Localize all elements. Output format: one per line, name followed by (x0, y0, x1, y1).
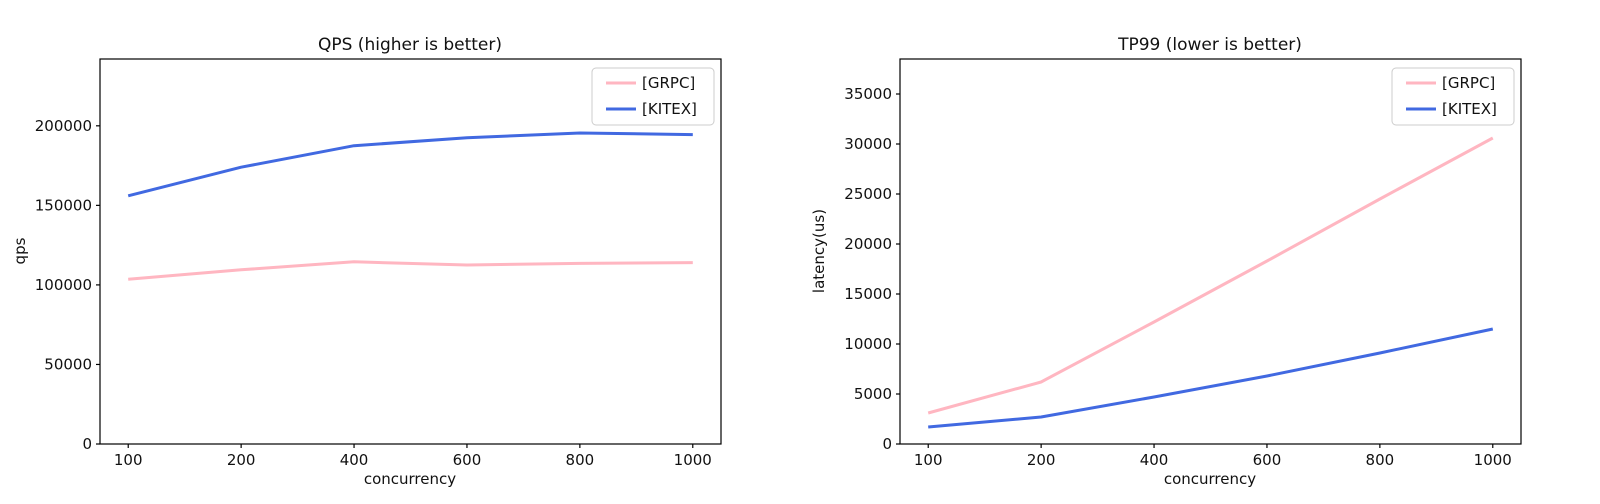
y-tick-label: 0 (82, 435, 92, 453)
x-axis-label: concurrency (1164, 470, 1256, 488)
y-tick-label: 150000 (35, 196, 92, 214)
x-tick-label: 100 (914, 451, 943, 469)
x-tick-label: 800 (566, 451, 595, 469)
axes-frame (899, 58, 1522, 445)
x-tick-label: 1000 (1474, 451, 1512, 469)
y-axis-label: qps (11, 237, 29, 264)
y-tick-label: 200000 (35, 117, 92, 135)
x-tick-label: 800 (1366, 451, 1395, 469)
chart-title: QPS (higher is better) (318, 35, 502, 55)
x-tick-label: 200 (227, 451, 256, 469)
y-tick-label: 35000 (844, 85, 892, 103)
y-tick-label: 5000 (854, 385, 892, 403)
tp99-chart-canvas: TP99 (lower is better) concurrency laten… (810, 35, 1522, 488)
plot-area: 0 5000 10000 15000 20000 25000 30000 35000 100 20… (844, 58, 1522, 469)
kitex-line (127, 131, 693, 198)
y-tick-label: 0 (882, 435, 892, 453)
chart-title: TP99 (lower is better) (1117, 35, 1302, 55)
y-tick-label: 25000 (844, 185, 892, 203)
x-tick-label: 100 (114, 451, 143, 469)
x-tick-label: 400 (340, 451, 369, 469)
y-axis-label: latency(us) (810, 209, 828, 293)
qps-chart-canvas: QPS (higher is better) concurrency qps 0… (11, 35, 722, 488)
y-tick-label: 20000 (844, 235, 892, 253)
y-tick-label: 100000 (35, 276, 92, 294)
y-tick-label: 50000 (44, 355, 92, 373)
y-tick-label: 10000 (844, 335, 892, 353)
x-tick-label: 400 (1140, 451, 1169, 469)
x-tick-label: 600 (1253, 451, 1282, 469)
tp99-chart: TP99 (lower is better) concurrency laten… (800, 0, 1600, 500)
legend-label: [GRPC] (1442, 74, 1495, 92)
x-axis-label: concurrency (364, 470, 456, 488)
x-tick-label: 600 (453, 451, 482, 469)
qps-chart: QPS (higher is better) concurrency qps 0… (0, 0, 800, 500)
legend-label: [GRPC] (642, 74, 695, 92)
x-tick-label: 200 (1027, 451, 1056, 469)
axes-frame (99, 58, 722, 445)
legend-label: [KITEX] (642, 100, 697, 118)
y-tick-label: 15000 (844, 285, 892, 303)
kitex-line (928, 327, 1494, 429)
y-tick-label: 30000 (844, 135, 892, 153)
x-tick-label: 1000 (674, 451, 712, 469)
legend-label: [KITEX] (1442, 100, 1497, 118)
grpc-line (128, 260, 693, 281)
grpc-line (927, 136, 1494, 415)
